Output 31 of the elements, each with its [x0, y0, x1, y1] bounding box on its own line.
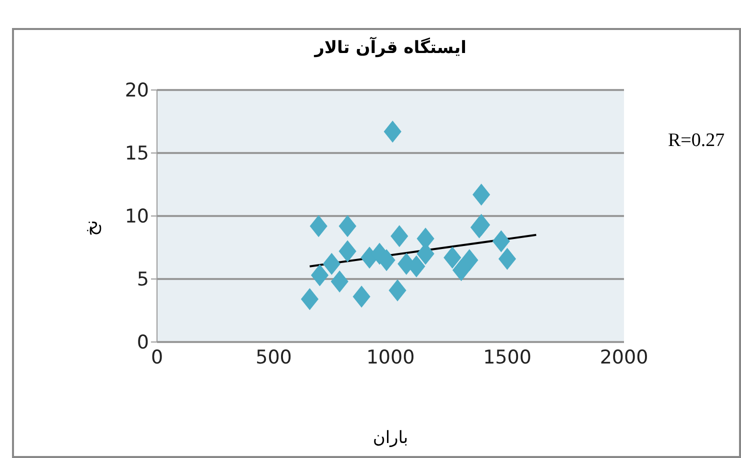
point	[310, 215, 328, 238]
point	[498, 248, 516, 270]
point	[338, 240, 356, 262]
x-tick-label: 1500	[483, 346, 532, 368]
point	[338, 215, 356, 238]
y-tick-label: 5	[136, 268, 149, 291]
point	[352, 286, 370, 308]
point	[472, 184, 490, 206]
y-axis-title: نخ	[82, 220, 102, 236]
y-tick-label: 20	[124, 80, 149, 102]
point	[330, 270, 348, 293]
point	[492, 230, 510, 252]
point	[384, 120, 402, 143]
point	[460, 249, 478, 272]
x-axis-title: باران	[372, 428, 410, 448]
y-tick-label: 15	[124, 142, 149, 165]
text: R=0.27	[668, 130, 725, 152]
x-tick-label: 1000	[366, 346, 415, 368]
point	[388, 279, 406, 302]
x-tick-label: 0	[150, 346, 164, 368]
point	[452, 259, 470, 282]
x-tick-label: 2000	[600, 346, 648, 368]
point	[322, 252, 340, 275]
point	[300, 288, 319, 310]
y-tick-label: 0	[136, 332, 149, 354]
point	[310, 264, 329, 286]
chart-title: ایستگاه قرآن تالار	[312, 38, 468, 58]
point	[390, 225, 408, 248]
point	[444, 246, 462, 269]
y-tick-label: 10	[124, 206, 149, 228]
x-tick-label: 500	[256, 346, 292, 368]
